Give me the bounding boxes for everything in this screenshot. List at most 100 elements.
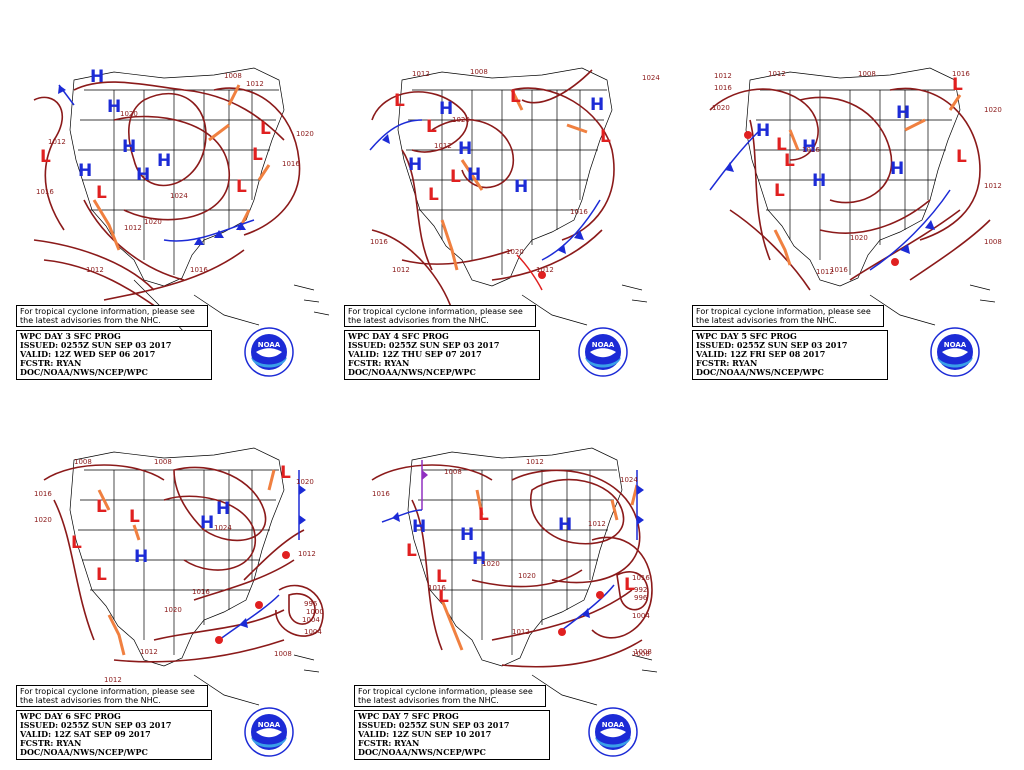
svg-text:1008: 1008 [632,650,650,658]
svg-text:1008: 1008 [858,70,876,78]
svg-text:1012: 1012 [536,266,554,274]
fronts [381,460,644,636]
svg-text:1016: 1016 [570,208,588,216]
svg-text:H: H [896,103,910,123]
svg-text:1024: 1024 [620,476,638,484]
svg-text:1012: 1012 [526,458,544,466]
svg-text:NOAA: NOAA [944,341,967,349]
isobar-labels: 1012 1008 1016 1012 1020 1024 1020 1016 … [372,458,652,658]
forecast-info-box: WPC DAY 6 SFC PROG ISSUED: 0255Z SUN SEP… [16,710,212,760]
pressure-centers: H H H H H H L L L L L L [394,87,611,205]
pressure-centers: H H H H L L L L L [406,505,635,607]
note-line-2: the latest advisories from the NHC. [358,696,499,705]
isobars [43,464,324,663]
panel-day6: H H H L L L L L 1008 1016 1020 1008 1020… [14,430,354,770]
forecast-title: WPC DAY 3 SFC PROG [20,331,121,341]
map-day3: H H H H H H L L L L L 1008 1012 1020 101… [33,67,330,333]
svg-text:1020: 1020 [518,572,536,580]
svg-text:L: L [260,119,271,139]
map-day5: H H H H H L L L L L 1012 1012 1016 1020 … [709,67,1002,326]
svg-text:1012: 1012 [768,70,786,78]
svg-text:L: L [952,75,963,95]
note-line-2: the latest advisories from the NHC. [20,316,161,325]
svg-text:1016: 1016 [632,574,650,582]
svg-text:1016: 1016 [370,238,388,246]
svg-text:L: L [394,91,405,111]
svg-text:H: H [460,525,474,545]
forecaster: FCSTR: RYAN [20,738,82,748]
svg-text:H: H [439,99,453,119]
note-line-2: the latest advisories from the NHC. [348,316,489,325]
svg-text:L: L [40,147,51,167]
svg-text:996: 996 [634,594,648,602]
note-line-2: the latest advisories from the NHC. [20,696,161,705]
svg-text:NOAA: NOAA [602,721,625,729]
svg-text:NOAA: NOAA [258,721,281,729]
panel-day4: H H H H H H L L L L L L 1012 1008 1020 1… [342,50,682,390]
svg-text:H: H [136,165,150,185]
svg-text:H: H [78,161,92,181]
svg-text:L: L [96,565,107,585]
svg-text:H: H [472,549,486,569]
svg-text:1020: 1020 [712,104,730,112]
issued-time: ISSUED: 0255Z SUN SEP 03 2017 [696,340,848,350]
issued-time: ISSUED: 0255Z SUN SEP 03 2017 [20,720,172,730]
basemap [69,447,320,706]
svg-text:1008: 1008 [470,68,488,76]
note-line-2: the latest advisories from the NHC. [696,316,837,325]
svg-text:1016: 1016 [36,188,54,196]
svg-text:1008: 1008 [274,650,292,658]
isobar-labels: 1008 1016 1020 1008 1020 1024 1012 1016 … [34,458,324,684]
isobar-labels: 1012 1012 1016 1020 1008 1016 1020 1016 … [712,70,1002,276]
svg-text:H: H [134,547,148,567]
svg-text:1020: 1020 [984,106,1002,114]
svg-text:1008: 1008 [444,468,462,476]
panel-day5: H H H H H L L L L L 1012 1012 1016 1020 … [690,50,1024,390]
svg-text:1012: 1012 [816,268,834,276]
panel-day3: H H H H H H L L L L L 1008 1012 1020 101… [14,50,354,390]
svg-text:1012: 1012 [86,266,104,274]
svg-text:1012: 1012 [392,266,410,274]
forecaster: FCSTR: RYAN [20,358,82,368]
basemap [407,447,658,706]
svg-text:1024: 1024 [642,74,660,82]
forecaster: FCSTR: RYAN [358,738,420,748]
isobars [371,464,653,668]
forecast-info-box: WPC DAY 3 SFC PROG ISSUED: 0255Z SUN SEP… [16,330,212,380]
troughs [440,484,639,651]
svg-text:1020: 1020 [296,478,314,486]
svg-text:L: L [776,135,787,155]
note-line-1: For tropical cyclone information, please… [20,687,195,696]
svg-text:L: L [624,575,635,595]
issued-time: ISSUED: 0255Z SUN SEP 03 2017 [358,720,510,730]
note-line-1: For tropical cyclone information, please… [20,307,195,316]
troughs [773,94,962,266]
svg-text:1008: 1008 [224,72,242,80]
svg-text:L: L [478,505,489,525]
issued-time: ISSUED: 0255Z SUN SEP 03 2017 [348,340,500,350]
note-line-1: For tropical cyclone information, please… [348,307,523,316]
svg-text:1016: 1016 [34,490,52,498]
svg-text:1012: 1012 [140,648,158,656]
fronts [709,129,951,271]
isobars [371,69,615,311]
svg-text:H: H [590,95,604,115]
svg-text:L: L [450,167,461,187]
svg-text:992: 992 [634,586,647,594]
svg-text:1020: 1020 [452,116,470,124]
svg-text:1016: 1016 [372,490,390,498]
svg-text:1020: 1020 [506,248,524,256]
svg-text:H: H [467,165,481,185]
svg-text:1016: 1016 [802,146,820,154]
forecast-title: WPC DAY 6 SFC PROG [20,711,121,721]
svg-text:L: L [252,145,263,165]
fronts [58,84,255,245]
svg-text:L: L [510,87,521,107]
svg-text:L: L [956,147,967,167]
svg-text:1012: 1012 [984,182,1002,190]
svg-text:1012: 1012 [124,224,142,232]
svg-text:L: L [784,151,795,171]
tropical-cyclone-note: For tropical cyclone information, please… [16,685,208,707]
svg-text:1020: 1020 [296,130,314,138]
pressure-centers: H H H H H L L L L L [756,75,967,201]
